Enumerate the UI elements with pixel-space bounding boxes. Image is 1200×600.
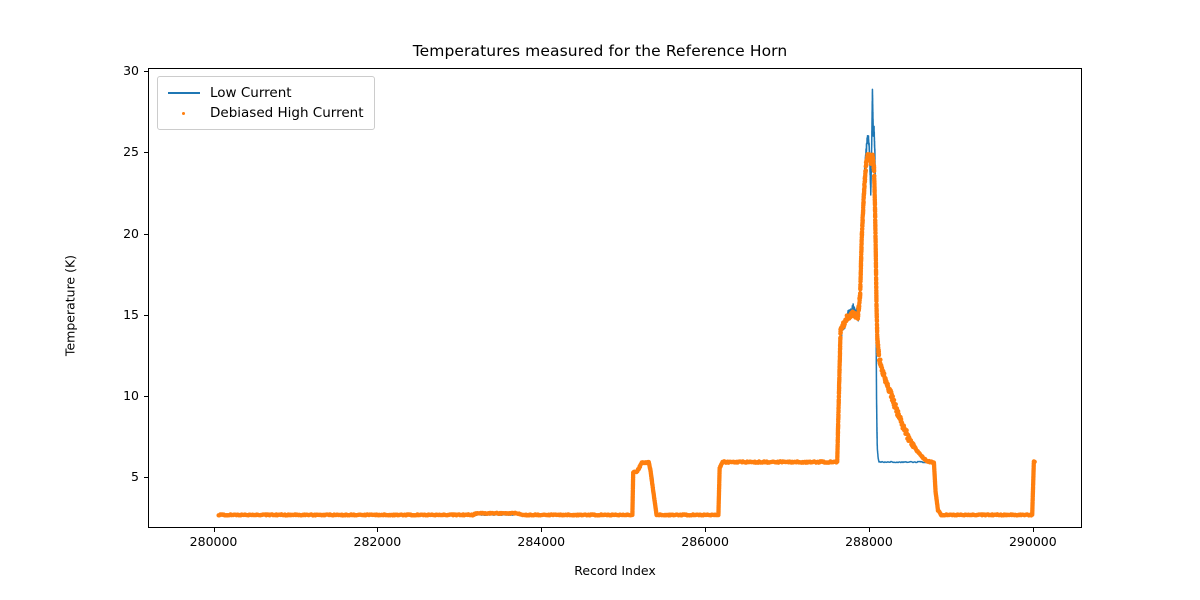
x-tick-label: 288000: [845, 534, 893, 549]
x-tick-mark: [541, 528, 543, 532]
y-tick-label: 15: [123, 306, 139, 322]
y-tick-mark: [144, 233, 148, 235]
y-tick-mark: [144, 71, 148, 73]
plot-canvas: [216, 88, 1037, 518]
y-tick-label: 25: [123, 144, 139, 160]
y-tick-label: 30: [123, 63, 139, 79]
y-axis-label: Temperature (K): [62, 254, 78, 357]
x-tick-label: 284000: [517, 534, 566, 549]
x-tick-label: 280000: [189, 534, 238, 549]
chart-legend: Low Current Debiased High Current: [157, 76, 375, 130]
y-tick-mark: [144, 314, 148, 316]
x-tick-label: 286000: [681, 534, 729, 549]
plot-area: [148, 68, 1082, 528]
y-tick-mark: [144, 395, 148, 397]
legend-entry-debiased-high-current: Debiased High Current: [166, 103, 364, 123]
x-tick-mark: [377, 528, 379, 532]
y-tick-label: 10: [123, 387, 139, 403]
dot-marker-icon: [166, 106, 202, 120]
x-tick-mark: [868, 528, 870, 532]
line-low-current: [218, 88, 1035, 517]
x-tick-label: 282000: [353, 534, 402, 549]
y-tick-label: 20: [123, 225, 139, 241]
x-axis-label: Record Index: [574, 563, 656, 578]
x-tick-mark: [213, 528, 215, 532]
legend-label-low-current: Low Current: [210, 85, 292, 101]
series-low-current: [218, 88, 1035, 517]
line-marker-icon: [166, 86, 202, 100]
y-tick-label: 5: [131, 468, 139, 484]
y-tick-mark: [144, 476, 148, 478]
legend-label-debiased-high-current: Debiased High Current: [210, 105, 364, 121]
x-tick-mark: [705, 528, 707, 532]
chart-title: Temperatures measured for the Reference …: [412, 42, 788, 60]
y-tick-mark: [144, 152, 148, 154]
x-tick-mark: [1032, 528, 1034, 532]
x-tick-label: 290000: [1008, 534, 1057, 549]
legend-entry-low-current: Low Current: [166, 83, 364, 103]
